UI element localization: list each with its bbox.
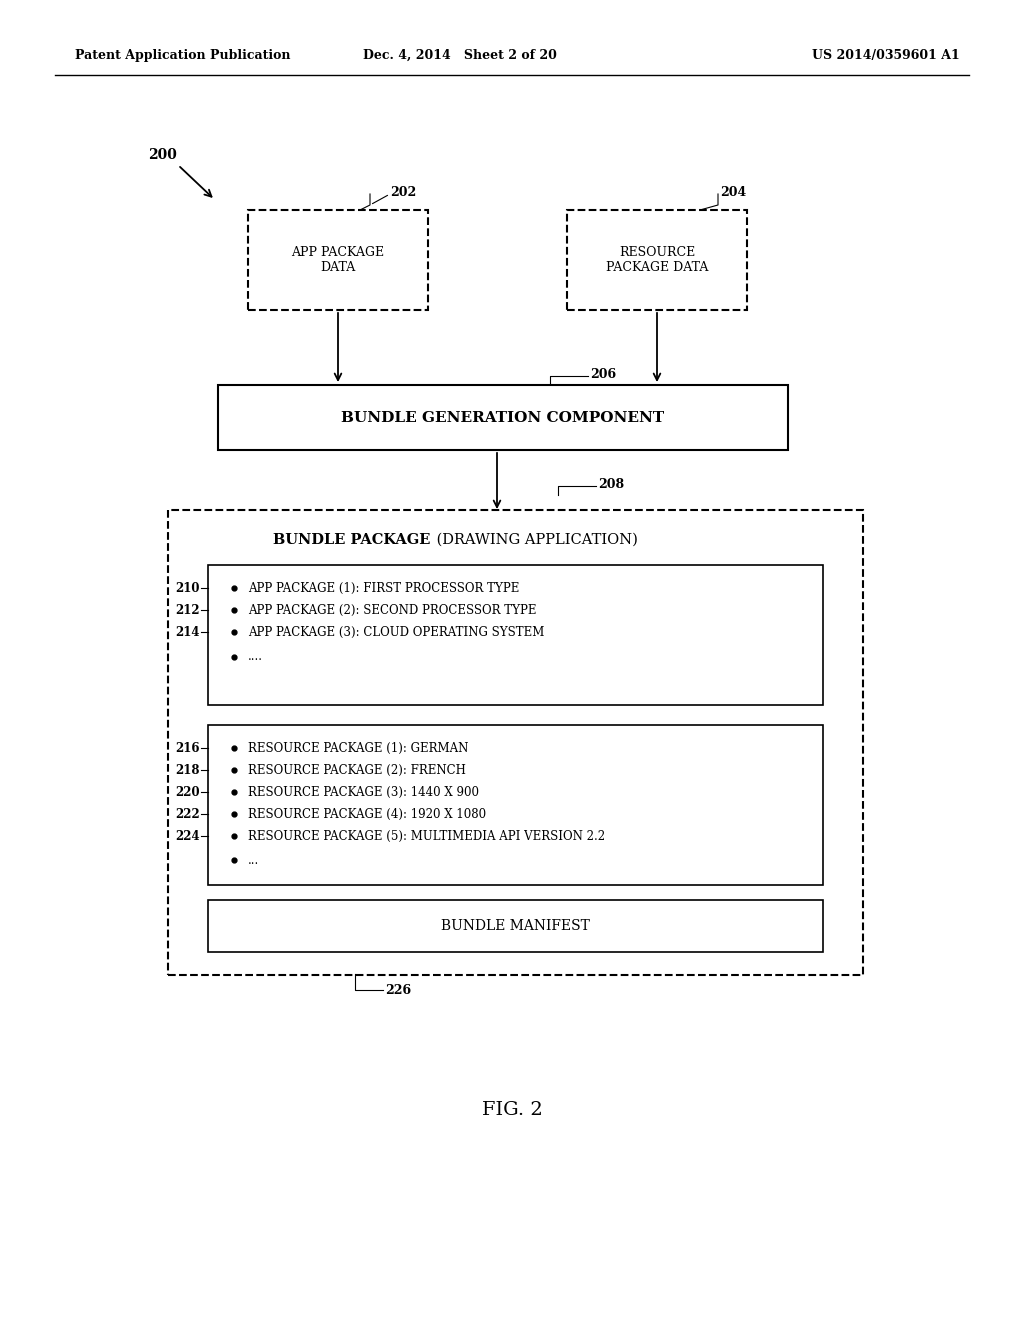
Text: APP PACKAGE (2): SECOND PROCESSOR TYPE: APP PACKAGE (2): SECOND PROCESSOR TYPE	[248, 603, 537, 616]
Bar	[208, 725, 823, 884]
Text: FIG. 2: FIG. 2	[481, 1101, 543, 1119]
Text: 204: 204	[720, 186, 746, 198]
Text: 212: 212	[175, 603, 200, 616]
Text: APP PACKAGE
DATA: APP PACKAGE DATA	[292, 246, 385, 275]
Text: ...: ...	[248, 854, 259, 866]
Text: APP PACKAGE (3): CLOUD OPERATING SYSTEM: APP PACKAGE (3): CLOUD OPERATING SYSTEM	[248, 626, 545, 639]
Text: 218: 218	[175, 763, 200, 776]
Text: 202: 202	[390, 186, 416, 198]
Text: BUNDLE PACKAGE: BUNDLE PACKAGE	[272, 533, 430, 546]
Text: 216: 216	[175, 742, 200, 755]
Text: Patent Application Publication: Patent Application Publication	[75, 49, 291, 62]
Text: BUNDLE MANIFEST: BUNDLE MANIFEST	[441, 919, 590, 933]
Bar	[567, 210, 746, 310]
Bar	[168, 510, 863, 975]
Bar	[248, 210, 428, 310]
Text: APP PACKAGE (1): FIRST PROCESSOR TYPE: APP PACKAGE (1): FIRST PROCESSOR TYPE	[248, 582, 519, 594]
Text: 210: 210	[175, 582, 200, 594]
Text: (DRAWING APPLICATION): (DRAWING APPLICATION)	[432, 533, 638, 546]
Text: US 2014/0359601 A1: US 2014/0359601 A1	[812, 49, 961, 62]
Text: RESOURCE
PACKAGE DATA: RESOURCE PACKAGE DATA	[606, 246, 709, 275]
Text: RESOURCE PACKAGE (2): FRENCH: RESOURCE PACKAGE (2): FRENCH	[248, 763, 466, 776]
Text: 206: 206	[590, 368, 616, 381]
Text: RESOURCE PACKAGE (1): GERMAN: RESOURCE PACKAGE (1): GERMAN	[248, 742, 468, 755]
Text: 222: 222	[175, 808, 200, 821]
Text: Dec. 4, 2014   Sheet 2 of 20: Dec. 4, 2014 Sheet 2 of 20	[364, 49, 557, 62]
Text: BUNDLE GENERATION COMPONENT: BUNDLE GENERATION COMPONENT	[341, 411, 665, 425]
Text: 200: 200	[148, 148, 177, 162]
Text: RESOURCE PACKAGE (5): MULTIMEDIA API VERSION 2.2: RESOURCE PACKAGE (5): MULTIMEDIA API VER…	[248, 829, 605, 842]
Text: 208: 208	[598, 479, 624, 491]
Bar	[208, 900, 823, 952]
Text: 214: 214	[175, 626, 200, 639]
Text: ....: ....	[248, 651, 263, 664]
Text: 226: 226	[385, 983, 411, 997]
Text: RESOURCE PACKAGE (3): 1440 X 900: RESOURCE PACKAGE (3): 1440 X 900	[248, 785, 479, 799]
Bar	[208, 565, 823, 705]
Text: 220: 220	[175, 785, 200, 799]
Text: 224: 224	[175, 829, 200, 842]
Bar	[218, 385, 788, 450]
Text: RESOURCE PACKAGE (4): 1920 X 1080: RESOURCE PACKAGE (4): 1920 X 1080	[248, 808, 486, 821]
